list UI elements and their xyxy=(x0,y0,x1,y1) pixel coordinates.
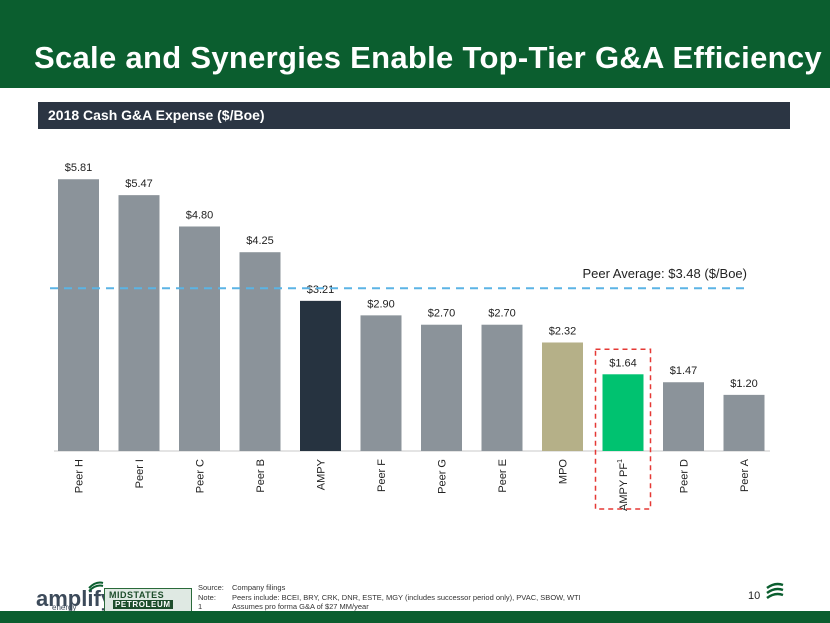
category-label: Peer C xyxy=(195,459,207,493)
data-label: $1.20 xyxy=(730,378,758,390)
footnote-note: Note: Peers include: BCEI, BRY, CRK, DNR… xyxy=(198,593,581,603)
category-label: AMPY xyxy=(316,458,328,490)
footnote-text: Company filings xyxy=(232,583,286,592)
category-label: Peer G xyxy=(437,459,449,494)
bar xyxy=(663,382,704,451)
category-label: MPO xyxy=(558,459,570,485)
footnote-1: 1 Assumes pro forma G&A of $27 MM/year xyxy=(198,602,581,612)
category-label: Peer I xyxy=(134,459,146,488)
amplify-logo: amplify xyxy=(36,586,114,611)
bar xyxy=(239,252,281,451)
bar xyxy=(481,324,523,451)
data-label: $5.81 xyxy=(65,162,93,174)
petroleum-logo-text: PETROLEUM xyxy=(113,600,173,609)
footnote-text: Peers include: BCEI, BRY, CRK, DNR, ESTE… xyxy=(232,592,581,602)
slide-title: Scale and Synergies Enable Top-Tier G&A … xyxy=(34,40,822,75)
category-label: AMPY PF1 xyxy=(617,459,630,511)
footnote-source: Source: Company filings xyxy=(198,583,581,593)
data-label: $2.70 xyxy=(428,308,456,320)
category-label: Peer F xyxy=(376,459,388,492)
footnotes: Source: Company filings Note: Peers incl… xyxy=(198,583,581,612)
footnote-key: Source: xyxy=(198,583,224,592)
data-label: $5.47 xyxy=(125,178,153,190)
data-label: $2.70 xyxy=(488,308,516,320)
bar xyxy=(179,226,220,451)
category-superscript: 1 xyxy=(617,459,624,463)
bar xyxy=(58,179,99,451)
bar xyxy=(421,324,462,451)
data-label: $4.80 xyxy=(186,209,214,221)
peer-average-label: Peer Average: $3.48 ($/Boe) xyxy=(582,266,747,281)
data-label: $3.21 xyxy=(307,284,335,296)
midstates-logo-text: MIDSTATES xyxy=(109,590,165,600)
chart-header-bar: 2018 Cash G&A Expense ($/Boe) xyxy=(38,102,790,129)
page-number: 10 xyxy=(748,590,761,602)
footnote-key: Note: xyxy=(198,592,216,602)
category-label: Peer D xyxy=(679,459,691,493)
category-label: Peer H xyxy=(74,459,86,493)
category-label: Peer A xyxy=(739,458,751,492)
highlight-box xyxy=(594,348,652,510)
data-label: $2.32 xyxy=(549,325,577,337)
bar xyxy=(300,300,341,451)
amplify-logo-subtext: energy xyxy=(52,603,77,612)
footnote-text: Assumes pro forma G&A of $27 MM/year xyxy=(232,602,369,611)
bar xyxy=(118,195,160,451)
midstates-logo: MIDSTATES PETROLEUM xyxy=(104,588,192,612)
footer-band xyxy=(0,611,830,623)
bar xyxy=(542,342,583,451)
amplify-mark-icon xyxy=(88,581,104,592)
category-label: Peer B xyxy=(255,459,267,493)
bar xyxy=(360,315,402,451)
bar xyxy=(602,374,644,451)
data-label: $2.90 xyxy=(367,298,395,310)
bar xyxy=(723,394,765,451)
brand-mark-icon xyxy=(766,582,784,600)
title-band xyxy=(0,0,830,88)
data-label: $1.64 xyxy=(609,357,637,369)
data-label: $4.25 xyxy=(246,235,274,247)
category-label: Peer E xyxy=(497,459,509,493)
chart-title: 2018 Cash G&A Expense ($/Boe) xyxy=(48,107,265,123)
data-label: $1.47 xyxy=(670,365,698,377)
footnote-key: 1 xyxy=(198,602,203,611)
